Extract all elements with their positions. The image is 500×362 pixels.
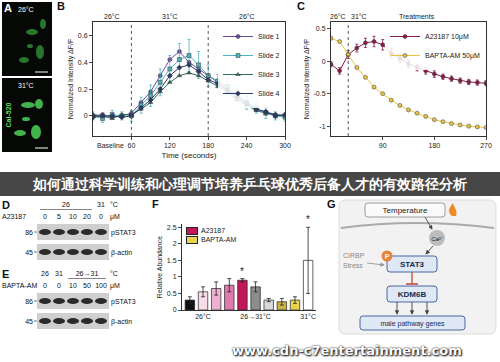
- svg-text:26°C: 26°C: [18, 6, 34, 13]
- svg-text:180: 180: [202, 142, 214, 149]
- svg-text:0: 0: [99, 213, 103, 220]
- svg-text:Slide 4: Slide 4: [258, 90, 280, 97]
- html-text:F: F: [152, 198, 159, 210]
- svg-text:male pathway genes: male pathway genes: [380, 320, 445, 328]
- svg-text:CIRBP: CIRBP: [343, 252, 365, 259]
- svg-text:Treatments: Treatments: [399, 13, 435, 20]
- svg-text:0.2: 0.2: [78, 86, 88, 93]
- svg-text:270: 270: [480, 142, 492, 149]
- svg-text:26°C: 26°C: [195, 313, 211, 320]
- svg-text:A23187 10μM: A23187 10μM: [425, 33, 469, 41]
- svg-text:Ca²⁺: Ca²⁺: [431, 236, 443, 242]
- svg-text:0: 0: [173, 306, 177, 313]
- svg-text:-0.5: -0.5: [314, 90, 326, 97]
- html-text:BAPTA-AM: BAPTA-AM: [201, 236, 237, 244]
- svg-text:0.4: 0.4: [78, 59, 88, 66]
- svg-text:P: P: [385, 253, 390, 260]
- svg-text:45: 45: [25, 318, 33, 325]
- html-text:D: D: [2, 199, 10, 211]
- svg-text:300: 300: [279, 142, 291, 149]
- svg-text:26°C: 26°C: [104, 13, 120, 20]
- svg-text:26→31°C: 26→31°C: [240, 313, 270, 320]
- svg-text:180: 180: [428, 142, 440, 149]
- svg-text:Cal-520: Cal-520: [5, 102, 12, 127]
- svg-text:KDM6B: KDM6B: [398, 290, 427, 299]
- svg-text:120: 120: [164, 142, 176, 149]
- svg-text:Slide 1: Slide 1: [258, 33, 280, 40]
- svg-text:86: 86: [25, 298, 33, 305]
- svg-text:31°C: 31°C: [351, 13, 367, 20]
- svg-text:31: 31: [55, 270, 63, 277]
- svg-text:°C: °C: [110, 201, 118, 208]
- svg-text:0.6: 0.6: [78, 32, 88, 39]
- svg-text:26: 26: [62, 201, 70, 208]
- svg-text:μM: μM: [110, 282, 120, 290]
- svg-text:10: 10: [69, 213, 77, 220]
- svg-text:0.5: 0.5: [167, 290, 177, 297]
- svg-text:0: 0: [84, 112, 88, 119]
- svg-text:pSTAT3: pSTAT3: [111, 229, 136, 237]
- svg-text:°C: °C: [110, 270, 118, 277]
- svg-text:A23187: A23187: [2, 213, 26, 220]
- svg-text:20: 20: [83, 213, 91, 220]
- svg-text:45: 45: [25, 249, 33, 256]
- svg-text:μM: μM: [110, 213, 120, 221]
- svg-text:0: 0: [57, 282, 61, 289]
- svg-text:2: 2: [173, 240, 177, 247]
- svg-text:Slide 2: Slide 2: [258, 52, 280, 59]
- svg-text:BAPTA-AM: BAPTA-AM: [2, 282, 37, 289]
- html-text:如何通过科学训练和心理调节培养乒乓球优秀后备人才的有效路径分: 如何通过科学训练和心理调节培养乒乓球优秀后备人才的有效路径分析: [33, 176, 467, 192]
- svg-text:Normalized Intensity ΔF/F: Normalized Intensity ΔF/F: [303, 39, 311, 120]
- svg-text:Slide 3: Slide 3: [258, 71, 280, 78]
- svg-text:pSTAT3: pSTAT3: [111, 298, 136, 306]
- svg-text:1: 1: [173, 273, 177, 280]
- svg-text:0: 0: [43, 282, 47, 289]
- html-text:www.cdn-c7entertainment.com: www.cdn-c7entertainment.com: [232, 343, 462, 358]
- html-text:A23187: A23187: [201, 227, 226, 234]
- svg-text:*: *: [306, 214, 310, 225]
- svg-text:26°C: 26°C: [239, 13, 255, 20]
- svg-text:31: 31: [97, 201, 105, 208]
- svg-text:1.5: 1.5: [167, 257, 177, 264]
- svg-text:β-actin: β-actin: [111, 318, 132, 326]
- svg-text:50: 50: [83, 282, 91, 289]
- svg-text:60: 60: [128, 142, 136, 149]
- svg-text:Stress: Stress: [343, 262, 363, 269]
- svg-text:Baseline: Baseline: [97, 142, 124, 149]
- svg-text:*: *: [240, 266, 244, 277]
- svg-text:26°C: 26°C: [330, 13, 346, 20]
- svg-text:-1: -1: [319, 123, 325, 130]
- svg-text:BAPTA-AM 50μM: BAPTA-AM 50μM: [425, 52, 480, 60]
- html-text:E: E: [2, 268, 10, 280]
- svg-text:Relative Abundance: Relative Abundance: [156, 236, 163, 298]
- svg-text:5: 5: [57, 213, 61, 220]
- svg-text:0: 0: [322, 58, 326, 65]
- svg-text:STAT3: STAT3: [400, 260, 425, 269]
- svg-text:90: 90: [379, 142, 387, 149]
- html-text:B: B: [57, 0, 65, 12]
- svg-text:Normalized Intensity ΔF/F: Normalized Intensity ΔF/F: [67, 39, 75, 120]
- html-text:C: C: [297, 0, 305, 12]
- svg-text:β-actin: β-actin: [111, 249, 132, 257]
- svg-text:240: 240: [241, 142, 253, 149]
- html-text:A: A: [4, 2, 12, 14]
- svg-text:31°C: 31°C: [162, 13, 178, 20]
- svg-text:31°C: 31°C: [300, 313, 316, 320]
- svg-text:31°C: 31°C: [18, 82, 34, 89]
- svg-text:26→31: 26→31: [76, 270, 99, 277]
- svg-text:100: 100: [95, 282, 107, 289]
- svg-text:2.5: 2.5: [167, 224, 177, 231]
- svg-text:0.5: 0.5: [316, 25, 326, 32]
- html-text:G: G: [327, 198, 336, 210]
- svg-text:10: 10: [69, 282, 77, 289]
- svg-text:86: 86: [25, 229, 33, 236]
- svg-text:Temperature: Temperature: [383, 206, 428, 215]
- svg-text:26: 26: [41, 270, 49, 277]
- svg-text:0: 0: [43, 213, 47, 220]
- svg-text:Time (seconds): Time (seconds): [162, 151, 217, 160]
